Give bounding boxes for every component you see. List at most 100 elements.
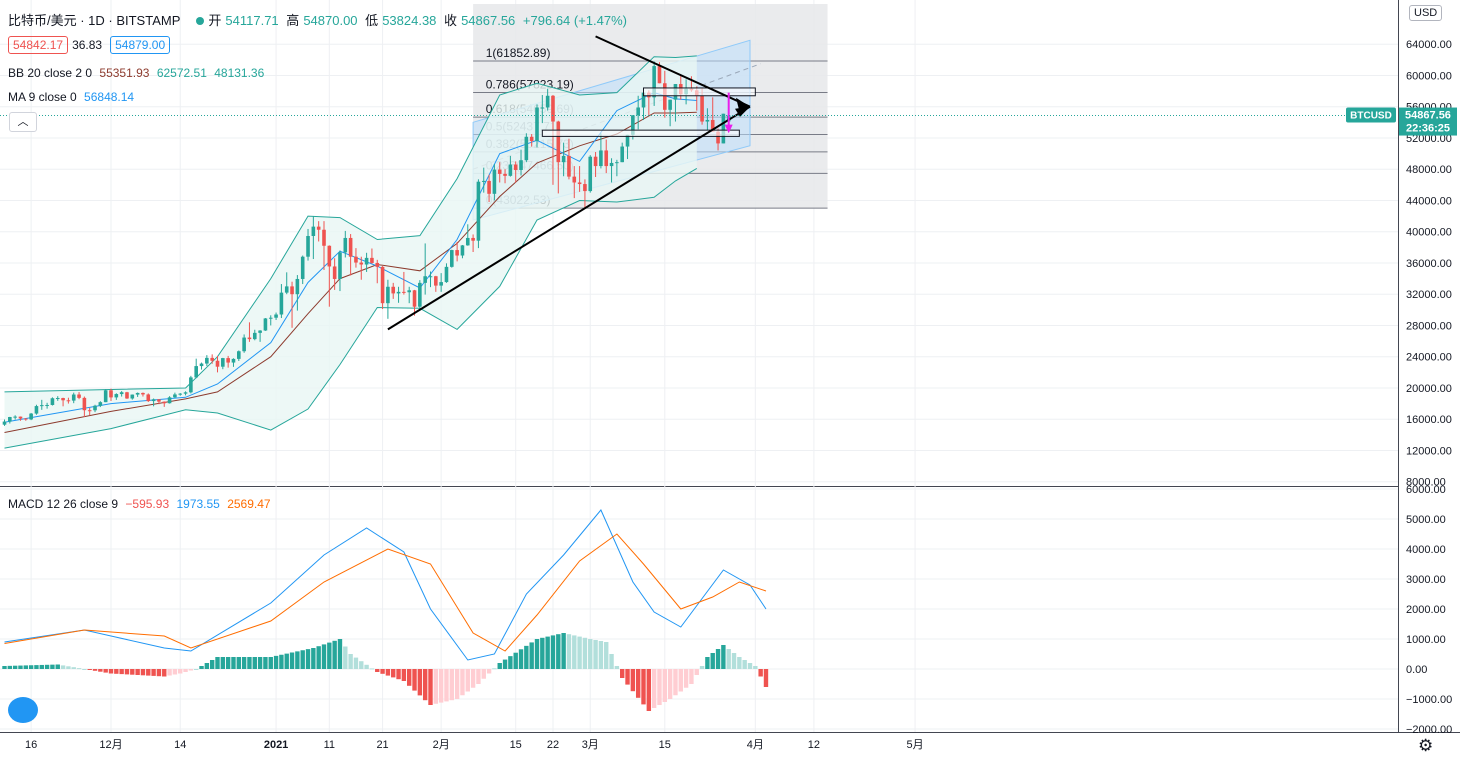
macd-histogram-bar: [305, 649, 311, 669]
candle-body: [210, 357, 214, 361]
candle-body: [497, 169, 502, 174]
price-tick-label: 16000.00: [1406, 414, 1452, 426]
candle-body: [540, 107, 545, 109]
axes: 64000.0060000.0056000.0052000.0048000.00…: [25, 39, 1457, 751]
ask-button[interactable]: 54879.00: [110, 36, 171, 54]
candle-body: [721, 113, 726, 144]
candle-body: [167, 397, 172, 404]
bb-basis-value: 55351.93: [99, 66, 150, 80]
candle-body: [146, 394, 151, 402]
macd-histogram-bar: [518, 649, 524, 669]
candle-body: [402, 291, 406, 293]
candle-body: [641, 92, 646, 108]
macd-histogram-bar: [263, 657, 268, 669]
macd-histogram-bar: [316, 646, 321, 669]
arrow-head-lower: [735, 106, 750, 117]
candle-body: [657, 66, 662, 84]
macd-histogram-bar: [146, 669, 151, 676]
macd-tick-label: 3000.00: [1406, 574, 1446, 586]
high-label: 高: [286, 13, 300, 28]
candle-body: [583, 184, 587, 192]
macd-histogram-bar: [705, 657, 710, 669]
candle-body: [109, 390, 113, 398]
macd-histogram-bar: [28, 665, 34, 669]
candle-body: [34, 406, 39, 414]
candle-body: [620, 146, 624, 163]
macd-histogram-bar: [598, 641, 604, 669]
candle-body: [311, 226, 316, 236]
macd-histogram-bar: [66, 666, 71, 669]
candle-body: [151, 399, 156, 402]
macd-histogram-bar: [380, 669, 385, 674]
candle-body: [604, 150, 609, 167]
macd-histogram-bar: [561, 633, 566, 669]
time-tick-label: 2021: [264, 739, 288, 751]
arrow-head-upper: [736, 97, 750, 110]
candle-body: [263, 318, 268, 331]
macd-histogram-bar: [204, 663, 210, 669]
candle-body: [2, 421, 7, 425]
ma-value: 56848.14: [84, 90, 135, 104]
currency-button[interactable]: USD: [1409, 5, 1443, 21]
symbol-label[interactable]: 比特币/美元 · 1D · BITSTAMP: [8, 13, 181, 28]
macd-histogram-bar: [353, 657, 359, 669]
macd-tick-label: 6000.00: [1406, 484, 1446, 496]
bid-ask-row: 54842.17 36.83 54879.00: [8, 36, 174, 54]
candle-body: [716, 131, 720, 144]
triangle-upper-arrow: [595, 35, 751, 108]
time-tick-label: 15: [510, 739, 522, 751]
drawing-tools[interactable]: [0, 35, 1398, 331]
macd-histogram-bar: [460, 669, 465, 696]
open-label: 开: [208, 13, 222, 28]
time-tick-label: 22: [547, 739, 559, 751]
market-status-icon: [196, 17, 205, 26]
macd-legend[interactable]: MACD 12 26 close 9 −595.93 1973.55 2569.…: [8, 497, 275, 511]
candle-body: [636, 107, 640, 116]
candle-body: [455, 250, 459, 256]
macd-histogram-bar: [273, 655, 279, 669]
candle-body: [434, 276, 438, 286]
symbol-badge: [1346, 107, 1396, 123]
bb-legend[interactable]: BB 20 close 2 0 55351.93 62572.51 48131.…: [8, 66, 268, 80]
macd-histogram-bar: [225, 657, 231, 669]
time-tick-label: 5月: [907, 739, 924, 751]
candle-body: [61, 398, 65, 401]
ma-legend[interactable]: MA 9 close 0 56848.14: [8, 90, 138, 104]
candle-body: [125, 392, 129, 399]
bollinger-basis-line: [4, 111, 697, 433]
spread-value: 36.83: [72, 38, 103, 52]
macd-histogram-bar: [481, 669, 486, 679]
macd-histogram-bar: [545, 636, 550, 669]
macd-histogram-bar: [454, 669, 460, 699]
candle-body: [465, 237, 470, 246]
candle-body: [18, 416, 23, 419]
candle-body: [71, 394, 76, 401]
macd-histogram-bar: [295, 651, 300, 669]
time-tick-label: 12月: [99, 739, 122, 751]
price-badge-value: 54867.56: [1405, 110, 1451, 122]
candle-body: [8, 417, 12, 422]
bid-button[interactable]: 54842.17: [8, 36, 69, 54]
collapse-legend-button[interactable]: ︿: [9, 112, 37, 132]
settings-gear-icon[interactable]: ⚙: [1418, 736, 1434, 755]
macd-histogram-bar: [630, 669, 636, 692]
time-tick-label: 11: [324, 739, 335, 751]
tradingview-logo-icon[interactable]: [8, 697, 38, 723]
macd-histogram-bar: [417, 669, 423, 696]
macd-histogram-bar: [71, 667, 76, 669]
triangle-lower-arrow: [387, 105, 751, 331]
macd-histogram-bar: [508, 656, 513, 669]
macd-histogram-bar: [407, 669, 412, 686]
macd-histogram-bar: [151, 669, 156, 676]
macd-histogram-bar: [582, 637, 588, 669]
macd-histogram-bar: [641, 669, 646, 705]
macd-histogram-bar: [300, 650, 305, 669]
macd-histogram-bar: [721, 645, 726, 669]
candle-body: [221, 358, 225, 367]
grid-lines: [0, 0, 1460, 733]
macd-histogram-bar: [103, 669, 108, 673]
macd-histogram-bar: [2, 666, 7, 669]
candle-body: [428, 276, 433, 278]
price-tick-label: 44000.00: [1406, 195, 1452, 207]
